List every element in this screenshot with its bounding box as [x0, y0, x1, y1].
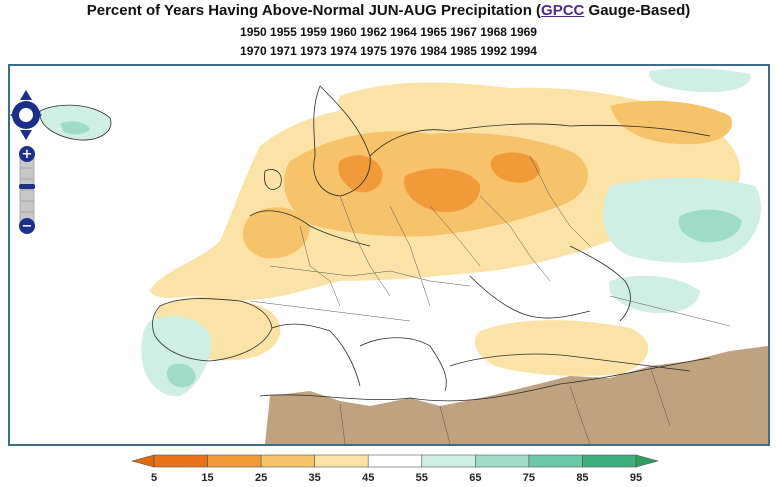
legend-tick-label: 5: [150, 472, 158, 484]
years-list-line-2: 1970 1971 1973 1974 1975 1976 1984 1985 …: [240, 44, 537, 58]
region-yellow-east: [610, 100, 732, 145]
map-viewport[interactable]: [8, 64, 770, 446]
region-orange-baltic: [404, 168, 481, 213]
region-green-east-core: [678, 209, 742, 243]
region-orange-scandinavia: [338, 155, 383, 193]
region-green-central-asia: [609, 275, 700, 314]
legend-swatch: [582, 454, 637, 468]
legend-tick-label: 85: [576, 472, 589, 484]
legend-tick-label: 55: [415, 472, 428, 484]
zoom-out-icon: −: [22, 219, 33, 234]
title-suffix: Gauge-Based): [584, 2, 691, 19]
legend-tick-label: 45: [362, 472, 375, 484]
title-prefix: Percent of Years Having Above-Normal JUN…: [86, 2, 542, 19]
pan-right-icon[interactable]: [33, 109, 42, 121]
region-green-iceland-core: [60, 121, 90, 135]
zoom-out-button[interactable]: [19, 218, 35, 234]
pan-control-center: [19, 108, 33, 122]
legend-tick-label: 25: [254, 472, 268, 484]
region-yellow-west: [242, 207, 310, 259]
region-light-yellow-north: [338, 82, 660, 135]
zoom-control: + −: [19, 146, 35, 234]
legend-swatch: [153, 454, 208, 468]
legend-tick-label: 65: [469, 472, 482, 484]
legend-colorbar: [130, 454, 660, 468]
legend-high-arrow: [635, 454, 660, 468]
legend-tick-label: 95: [629, 472, 643, 484]
legend-swatch: [528, 454, 583, 468]
pan-down-icon[interactable]: [20, 130, 32, 140]
legend-swatch: [207, 454, 262, 468]
region-orange-russia: [490, 152, 540, 183]
legend-low-arrow: [130, 454, 155, 468]
legend-swatch: [475, 454, 530, 468]
zoom-ticks: [21, 167, 33, 213]
zoom-in-button[interactable]: [19, 146, 35, 162]
pan-control[interactable]: [8, 88, 44, 142]
legend-tick-label: 35: [308, 472, 321, 484]
zoom-in-icon: +: [22, 147, 33, 162]
region-green-iberia-core: [166, 363, 196, 388]
legend-swatch: [260, 454, 315, 468]
zoom-slider-handle[interactable]: [19, 184, 35, 189]
legend-swatch: [367, 454, 423, 468]
pan-up-icon[interactable]: [20, 90, 32, 100]
legend-swatch: [314, 454, 369, 468]
legend: 5 15 25 35 45 55 65 75 85 95: [130, 452, 660, 486]
map-title: Percent of Years Having Above-Normal JUN…: [0, 2, 777, 20]
pan-left-icon[interactable]: [10, 109, 19, 121]
coastlines: [39, 85, 711, 402]
country-borders: [249, 155, 731, 444]
years-list-line-1: 1950 1955 1959 1960 1962 1964 1965 1967 …: [240, 25, 537, 39]
legend-swatch: [421, 454, 476, 468]
precipitation-map: [10, 66, 768, 444]
gpcc-link[interactable]: GPCC: [541, 2, 585, 19]
legend-tick-label: 15: [201, 472, 214, 484]
region-yellow-turkey: [475, 320, 649, 376]
legend-tick-label: 75: [522, 472, 535, 484]
region-green-northeast: [649, 68, 751, 93]
